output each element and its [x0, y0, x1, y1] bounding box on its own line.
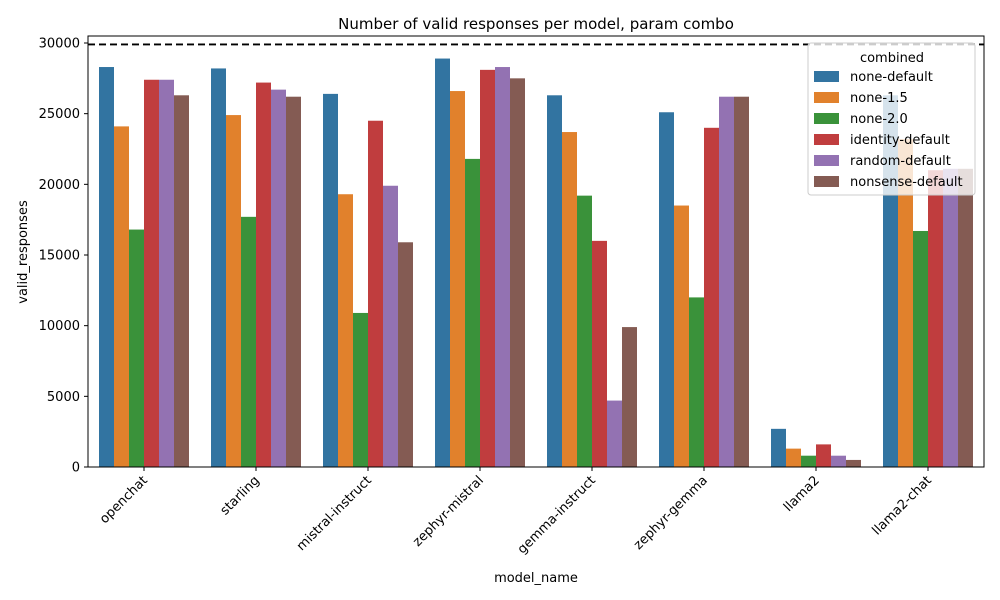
bar-none-1.5-llama2 — [786, 448, 801, 467]
bar-identity-default-starling — [256, 82, 271, 467]
bar-identity-default-openchat — [144, 79, 159, 467]
y-axis: 0 5000 10000 15000 20000 25000 30000 — [39, 37, 88, 476]
bar-none-default-zephyr-gemma — [659, 112, 674, 468]
y-tick-label: 30000 — [39, 37, 80, 52]
chart-title: Number of valid responses per model, par… — [338, 15, 734, 33]
bar-random-default-starling — [271, 89, 286, 467]
bar-nonsense-default-zephyr-mistral — [510, 78, 525, 467]
bars-group — [99, 58, 973, 468]
bar-random-default-zephyr-mistral — [495, 67, 510, 467]
bar-nonsense-default-starling — [286, 96, 301, 467]
bar-none-1.5-openchat — [114, 126, 129, 468]
x-tick-label: mistral-instruct — [294, 473, 375, 554]
bar-identity-default-gemma-instruct — [592, 240, 607, 467]
y-tick-label: 5000 — [47, 390, 80, 405]
legend-title: combined — [860, 51, 924, 66]
bar-nonsense-default-llama2 — [846, 459, 861, 467]
bar-nonsense-default-mistral-instruct — [398, 242, 413, 467]
bar-none-1.5-mistral-instruct — [338, 194, 353, 467]
bar-none-1.5-zephyr-gemma — [674, 205, 689, 468]
bar-identity-default-zephyr-gemma — [704, 127, 719, 468]
y-tick-label: 0 — [72, 461, 80, 476]
bar-none-2.0-starling — [241, 216, 256, 467]
bar-identity-default-mistral-instruct — [368, 120, 383, 467]
bar-none-default-openchat — [99, 67, 114, 467]
plot-frame — [87, 35, 985, 468]
legend-swatch-identity-default — [814, 134, 839, 145]
legend-label-none-1.5: none-1.5 — [850, 91, 908, 106]
bar-none-2.0-zephyr-gemma — [689, 297, 704, 467]
y-tick-label: 15000 — [39, 249, 80, 264]
bar-identity-default-llama2 — [816, 444, 831, 467]
y-axis-label: valid_responses — [16, 200, 31, 304]
bar-random-default-gemma-instruct — [607, 400, 622, 467]
x-tick-label: starling — [218, 473, 263, 518]
x-tick-label: llama2-chat — [870, 473, 935, 538]
bar-nonsense-default-openchat — [174, 95, 189, 467]
legend-label-random-default: random-default — [850, 154, 951, 169]
legend-label-nonsense-default: nonsense-default — [850, 175, 963, 190]
bar-nonsense-default-zephyr-gemma — [734, 96, 749, 467]
y-tick-label: 20000 — [39, 178, 80, 193]
bar-random-default-mistral-instruct — [383, 185, 398, 467]
legend: combined none-default none-1.5 none-2.0 ide… — [807, 42, 976, 196]
bar-none-1.5-starling — [226, 115, 241, 467]
x-tick-label: gemma-instruct — [515, 473, 599, 557]
x-axis: openchat starling mistral-instruct zephyr-m… — [97, 467, 935, 557]
bar-none-default-starling — [211, 68, 226, 467]
legend-items: none-default none-1.5 none-2.0 identity-def… — [814, 70, 963, 190]
legend-swatch-none-default — [814, 71, 839, 82]
bar-nonsense-default-gemma-instruct — [622, 327, 637, 467]
y-tick-label: 10000 — [39, 319, 80, 334]
bar-random-default-zephyr-gemma — [719, 96, 734, 467]
bar-none-1.5-llama2-chat — [898, 139, 913, 467]
legend-label-none-default: none-default — [850, 70, 933, 85]
bar-none-default-llama2 — [771, 428, 786, 467]
bar-none-1.5-gemma-instruct — [562, 132, 577, 468]
x-tick-label: llama2 — [781, 473, 823, 515]
bar-none-2.0-llama2-chat — [913, 230, 928, 467]
bar-none-2.0-mistral-instruct — [353, 312, 368, 467]
y-tick-label: 25000 — [39, 107, 80, 122]
bar-none-2.0-zephyr-mistral — [465, 158, 480, 468]
bar-identity-default-zephyr-mistral — [480, 69, 495, 467]
x-tick-label: openchat — [97, 473, 151, 527]
bar-nonsense-default-llama2-chat — [958, 168, 973, 467]
bar-none-1.5-zephyr-mistral — [450, 91, 465, 467]
bar-none-default-gemma-instruct — [547, 95, 562, 467]
legend-label-identity-default: identity-default — [850, 133, 950, 148]
legend-swatch-none-1.5 — [814, 92, 839, 103]
legend-swatch-none-2.0 — [814, 113, 839, 124]
legend-swatch-nonsense-default — [814, 176, 839, 187]
x-tick-label: zephyr-mistral — [410, 473, 487, 550]
x-axis-label: model_name — [494, 571, 578, 586]
bar-none-2.0-llama2 — [801, 455, 816, 467]
bar-none-default-zephyr-mistral — [435, 58, 450, 468]
bar-none-default-mistral-instruct — [323, 93, 338, 467]
bar-none-2.0-openchat — [129, 229, 144, 467]
legend-swatch-random-default — [814, 155, 839, 166]
legend-box — [807, 42, 976, 196]
bar-identity-default-llama2-chat — [928, 170, 943, 467]
bar-random-default-openchat — [159, 79, 174, 467]
bar-none-2.0-gemma-instruct — [577, 195, 592, 467]
bar-random-default-llama2 — [831, 455, 846, 467]
bar-random-default-llama2-chat — [943, 168, 958, 467]
x-tick-label: zephyr-gemma — [631, 473, 711, 553]
legend-label-none-2.0: none-2.0 — [850, 112, 908, 127]
